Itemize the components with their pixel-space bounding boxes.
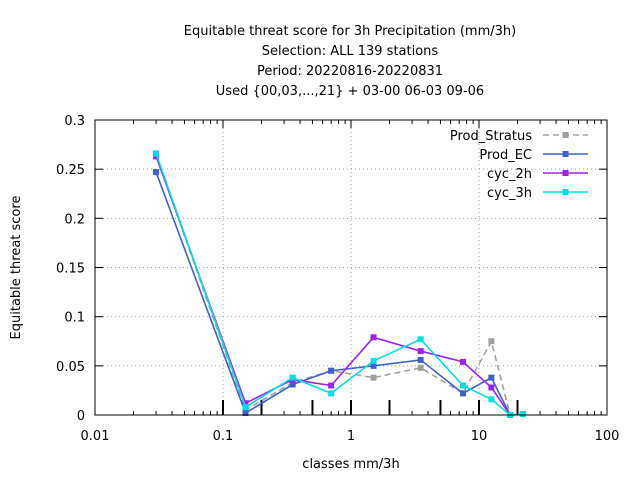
data-point xyxy=(328,367,335,374)
data-point xyxy=(417,364,424,371)
chart-title-line: Period: 20220816-20220831 xyxy=(257,64,443,79)
chart-title-line: Equitable threat score for 3h Precipitat… xyxy=(184,24,516,39)
y-axis-label: Equitable threat score xyxy=(9,196,24,340)
y-tick-label: 0.1 xyxy=(64,311,85,326)
data-point xyxy=(242,400,249,407)
chart-title: Equitable threat score for 3h Precipitat… xyxy=(184,24,516,99)
x-tick-label: 10 xyxy=(471,429,488,444)
legend-swatch-marker xyxy=(562,151,569,157)
series-group xyxy=(153,150,526,418)
x-tick-label: 100 xyxy=(595,429,620,444)
data-point xyxy=(328,390,335,397)
chart-title-line: Used {00,03,...,21} + 03-00 06-03 09-06 xyxy=(216,84,484,99)
data-point xyxy=(242,404,249,411)
data-point xyxy=(460,358,467,365)
legend-swatch-marker xyxy=(562,170,569,176)
y-tick-label: 0 xyxy=(77,409,85,424)
data-point xyxy=(370,357,377,364)
x-tick-label: 0.1 xyxy=(213,429,234,444)
y-tick-label: 0.2 xyxy=(64,212,85,227)
data-point xyxy=(153,169,160,176)
x-axis-label: classes mm/3h xyxy=(302,457,399,472)
axis-ticks: 0.01 0.1 1 10 100 0 0.05 0.1 0.15 0.2 0.25 0.3 xyxy=(56,114,619,444)
data-point xyxy=(460,390,467,397)
series-Prod_Stratus xyxy=(153,151,526,418)
data-point xyxy=(460,382,467,389)
data-point xyxy=(417,356,424,363)
data-point xyxy=(519,411,526,418)
data-point xyxy=(488,338,495,345)
legend-swatch-marker xyxy=(562,189,569,195)
legend-label: cyc_2h xyxy=(487,167,532,182)
data-point xyxy=(370,334,377,341)
series-line xyxy=(155,153,523,416)
legend-label: Prod_EC xyxy=(479,148,532,163)
y-tick-label: 0.05 xyxy=(56,360,85,375)
legend-label: Prod_Stratus xyxy=(450,129,532,144)
data-point xyxy=(242,410,249,417)
data-point xyxy=(488,384,495,391)
y-tick-label: 0.15 xyxy=(56,262,85,277)
legend-label: cyc_3h xyxy=(487,186,532,201)
series-line xyxy=(155,156,511,416)
data-point xyxy=(289,381,296,388)
data-point xyxy=(153,150,160,157)
data-point xyxy=(289,374,296,381)
x-tick-label: 0.01 xyxy=(81,429,110,444)
series-cyc_2h xyxy=(153,153,514,418)
x-tick-label: 1 xyxy=(347,429,355,444)
series-line xyxy=(155,154,523,416)
data-point xyxy=(417,348,424,355)
grid-lines xyxy=(95,120,607,415)
data-point xyxy=(417,336,424,343)
y-tick-label: 0.3 xyxy=(64,114,85,129)
y-tick-label: 0.25 xyxy=(56,163,85,178)
data-point xyxy=(328,382,335,389)
data-point xyxy=(370,362,377,369)
chart-title-line: Selection: ALL 139 stations xyxy=(262,44,439,59)
legend-swatch-marker xyxy=(562,132,569,138)
data-point xyxy=(488,396,495,403)
data-point xyxy=(370,374,377,381)
legend: Prod_Stratus Prod_EC cyc_2h cyc_3h xyxy=(450,129,588,201)
series-cyc_3h xyxy=(153,150,526,418)
data-point xyxy=(488,374,495,381)
